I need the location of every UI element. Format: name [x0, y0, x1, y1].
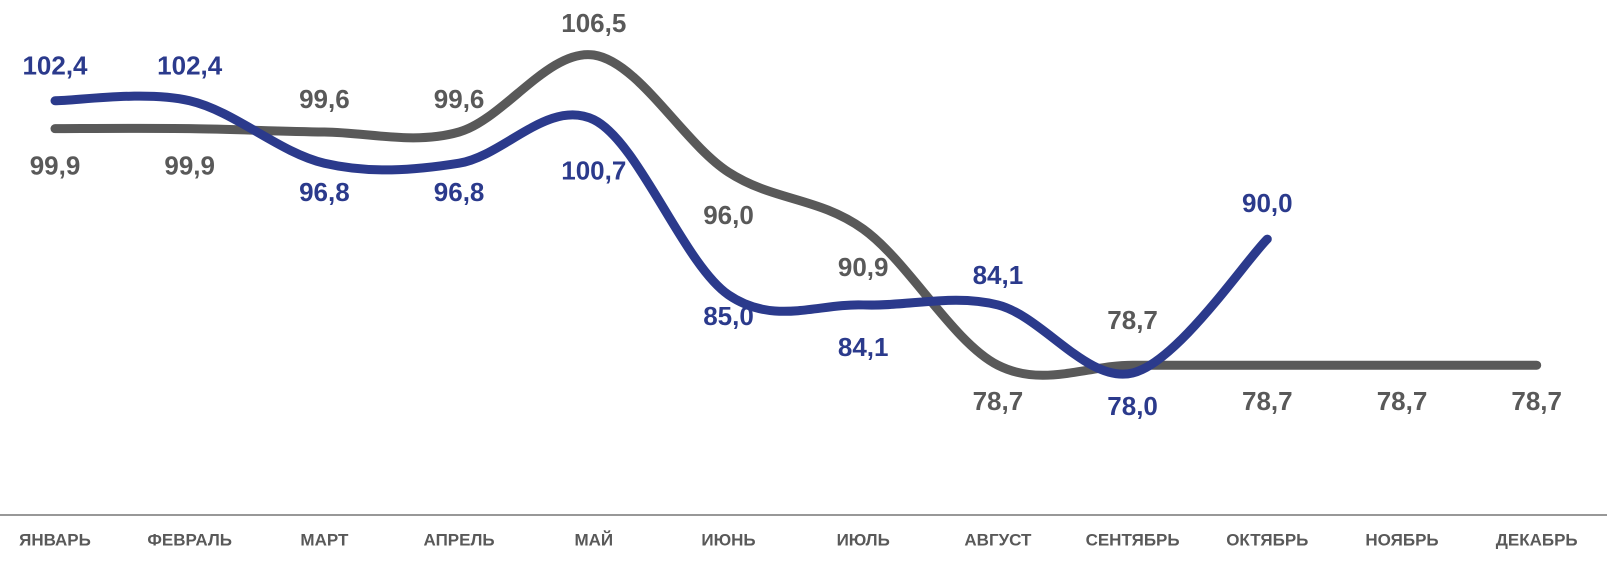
data-label: 85,0 — [703, 301, 754, 331]
x-tick-label: ФЕВРАЛЬ — [147, 530, 232, 549]
x-tick-label: ДЕКАБРЬ — [1496, 530, 1578, 549]
data-label: 96,0 — [703, 200, 754, 230]
data-label: 99,9 — [30, 151, 81, 181]
x-tick-label: МАЙ — [574, 530, 613, 549]
data-label: 96,8 — [299, 177, 350, 207]
data-label: 78,0 — [1107, 391, 1158, 421]
data-label: 99,6 — [434, 84, 485, 114]
x-tick-label: ИЮНЬ — [701, 530, 755, 549]
data-label: 102,4 — [157, 51, 223, 81]
data-label: 84,1 — [838, 332, 889, 362]
x-tick-label: АВГУСТ — [964, 530, 1032, 549]
x-tick-label: ЯНВАРЬ — [19, 530, 91, 549]
data-label: 99,6 — [299, 84, 350, 114]
data-label: 78,7 — [1511, 386, 1562, 416]
x-tick-label: ИЮЛЬ — [837, 530, 890, 549]
line — [50, 50, 1542, 380]
data-label: 78,7 — [973, 386, 1024, 416]
data-label: 99,9 — [164, 151, 215, 181]
x-tick-label: СЕНТЯБРЬ — [1086, 530, 1180, 549]
data-label: 90,0 — [1242, 188, 1293, 218]
data-label: 78,7 — [1107, 305, 1158, 335]
data-label: 100,7 — [561, 156, 626, 186]
line — [50, 91, 1272, 379]
data-label: 102,4 — [22, 51, 88, 81]
x-tick-label: НОЯБРЬ — [1365, 530, 1438, 549]
data-label: 78,7 — [1377, 386, 1428, 416]
data-label: 84,1 — [973, 260, 1024, 290]
x-tick-label: МАРТ — [300, 530, 349, 549]
x-tick-label: АПРЕЛЬ — [424, 530, 495, 549]
x-tick-label: ОКТЯБРЬ — [1226, 530, 1308, 549]
data-label: 106,5 — [561, 8, 626, 38]
data-label: 78,7 — [1242, 386, 1293, 416]
data-label: 90,9 — [838, 252, 889, 282]
data-label: 96,8 — [434, 177, 485, 207]
